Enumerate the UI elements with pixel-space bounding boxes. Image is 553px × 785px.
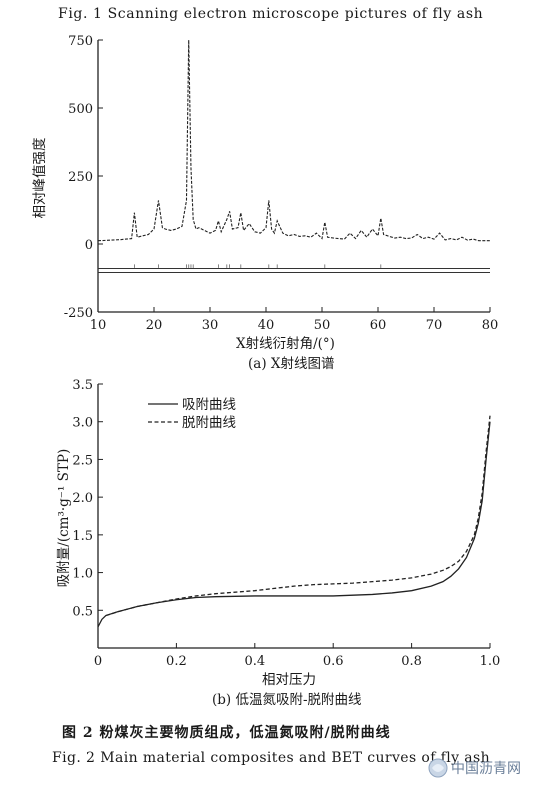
bet-x-axis-label: 相对压力 [262,672,316,688]
bet-y-tick-label: 3.0 [72,416,93,431]
watermark-logo: 中国沥青网 [428,758,521,778]
bet-x-tick-label: 1.0 [480,654,501,669]
xrd-series [97,39,490,242]
xrd-x-tick-label: 70 [426,318,443,333]
xrd-x-tick-label: 20 [146,318,163,333]
xrd-axes-frame [97,40,490,313]
xrd-subcaption: (a) X射线图谱 [248,356,335,372]
xrd-y-ticks: -250 0 250 500 750 [64,34,103,321]
xrd-x-tick-label: 30 [202,318,219,333]
bet-x-tick-label: 0.4 [244,654,265,669]
xrd-x-tick-label: 50 [314,318,331,333]
bet-x-tick-label: 0.8 [401,654,422,669]
xrd-x-tick-label: 60 [370,318,387,333]
bet-y-tick-label: 0.5 [72,604,93,619]
bet-y-axis-label: 吸附量/(cm³·g⁻¹ STP) [56,448,72,588]
bet-y-tick-label: 1.0 [72,567,93,582]
bet-x-ticks: 0 0.2 0.4 0.6 0.8 1.0 [94,643,500,669]
xrd-y-tick-label: 0 [85,238,93,253]
xrd-x-tick-label: 40 [258,318,275,333]
bet-y-tick-label: 1.5 [72,529,93,544]
chart-xrd: 10 20 30 40 50 60 70 80 -250 0 250 500 750 [64,34,499,333]
legend-label-0: 吸附曲线 [182,397,236,413]
chart-bet: 0 0.2 0.4 0.6 0.8 1.0 0.5 1.0 1.5 2.0 2.5 3.0 3.5 吸… [72,378,500,669]
bet-x-tick-label: 0.6 [323,654,344,669]
bet-y-ticks: 0.5 1.0 1.5 2.0 2.5 3.0 3.5 [72,378,103,619]
bet-series-line-desorption [105,415,491,617]
legend-label-1: 脱附曲线 [182,415,236,431]
xrd-x-ticks: 10 20 30 40 50 60 70 80 [90,307,499,333]
bet-series-line-adsorption [97,421,491,628]
bet-y-tick-label: 3.5 [72,378,93,393]
bet-axes-frame [97,384,490,649]
bet-x-tick-label: 0 [94,654,102,669]
bet-subcaption: (b) 低温氮吸附-脱附曲线 [212,692,362,708]
xrd-x-axis-label: X射线衍射角/(°) [236,336,335,352]
xrd-y-tick-label: 500 [68,102,93,117]
bet-series [97,415,491,628]
figure-2-caption-cn: 图 2 粉煤灰主要物质组成，低温氮吸附/脱附曲线 [62,725,391,741]
xrd-y-axis-label: 相对峰值强度 [32,137,48,219]
xrd-y-tick-label: 250 [68,170,93,185]
figure-1-caption: Fig. 1 Scanning electron microscope pict… [58,6,484,22]
figure-2-caption-en: Fig. 2 Main material composites and BET … [52,750,491,766]
xrd-reference-lines [98,264,490,274]
xrd-x-tick-label: 10 [90,318,107,333]
bet-y-tick-label: 2.5 [72,453,93,468]
bet-x-tick-label: 0.2 [166,654,187,669]
xrd-y-tick-label: -250 [64,306,93,321]
xrd-line-series [97,39,490,242]
watermark-text: 中国沥青网 [451,761,521,777]
bet-y-tick-label: 2.0 [72,491,93,506]
xrd-y-tick-label: 750 [68,34,93,49]
xrd-x-tick-label: 80 [482,318,499,333]
